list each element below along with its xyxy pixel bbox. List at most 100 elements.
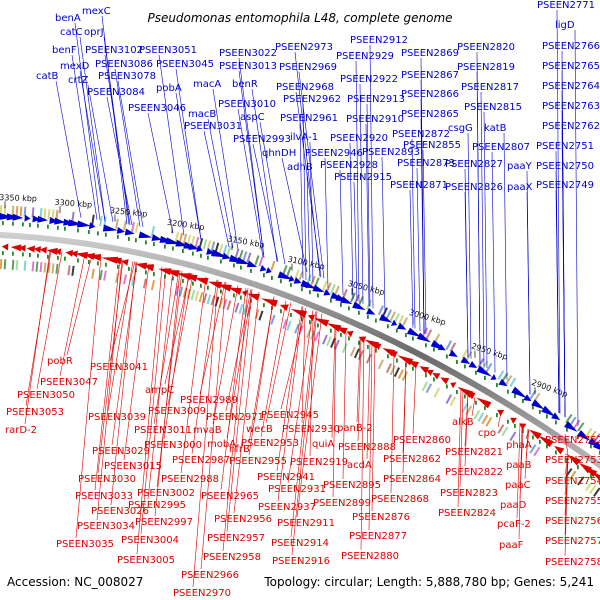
gene-label[interactable]: PSEEN2888 (338, 442, 396, 453)
gene-label[interactable]: PSEEN2895 (323, 480, 381, 491)
gene-label[interactable]: mobA (207, 439, 236, 450)
gene-label[interactable]: PSEEN2826 (445, 182, 503, 193)
gene-label[interactable]: catC (60, 27, 83, 38)
gene-label[interactable]: PSEEN2912 (350, 35, 408, 46)
gene-label[interactable]: PSEEN3026 (91, 506, 149, 517)
gene-label[interactable]: PSEEN2997 (135, 517, 193, 528)
gene-label[interactable]: PSEEN2941 (257, 472, 315, 483)
gene-label[interactable]: PSEEN3078 (98, 71, 156, 82)
gene-label[interactable]: PSEEN2822 (445, 467, 503, 478)
gene-label[interactable]: PSEEN2873 (397, 158, 455, 169)
gene-label[interactable]: PSEEN3035 (56, 539, 114, 550)
gene-label[interactable]: alkB (452, 417, 474, 428)
gene-label[interactable]: PSEEN3053 (6, 407, 64, 418)
gene-label[interactable]: pcaF-2 (497, 519, 531, 530)
gene-label[interactable]: PSEEN2766 (542, 41, 600, 52)
gene-label[interactable]: PSEEN2872 (392, 129, 450, 140)
gene-label[interactable]: benR (232, 79, 258, 90)
gene-label[interactable]: acdA (347, 460, 372, 471)
gene-label[interactable]: PSEEN3005 (117, 555, 175, 566)
gene-label[interactable]: PSEEN2966 (181, 570, 239, 581)
gene-label[interactable]: PSEEN2953 (241, 438, 299, 449)
gene-label[interactable]: PSEEN2756 (545, 516, 600, 527)
gene-label[interactable]: PSEEN2820 (457, 42, 515, 53)
gene-label[interactable]: PSEEN3051 (139, 45, 197, 56)
gene-label[interactable]: PSEEN2821 (445, 447, 503, 458)
gene-label[interactable]: mexC (82, 6, 111, 17)
gene-label[interactable]: PSEEN3050 (17, 390, 75, 401)
gene-label[interactable]: PSEEN2899 (313, 498, 371, 509)
gene-label[interactable]: PSEEN2969 (279, 62, 337, 73)
gene-label[interactable]: pobA (156, 83, 182, 94)
gene-label[interactable]: ampC (145, 385, 174, 396)
gene-label[interactable]: paaB (506, 460, 532, 471)
gene-label[interactable]: PSEEN2817 (461, 82, 519, 93)
gene-label[interactable]: ligD (555, 20, 575, 31)
gene-label[interactable]: adhB (287, 162, 313, 173)
gene-label[interactable]: PSEEN2970 (173, 588, 231, 599)
gene-label[interactable]: PSEEN2911 (277, 518, 335, 529)
gene-label[interactable]: PSEEN2877 (349, 531, 407, 542)
gene-label[interactable]: PSEEN3102 (85, 45, 143, 56)
gene-label[interactable]: PSEEN3039 (88, 412, 146, 423)
gene-label[interactable]: PSEEN2946 (305, 148, 363, 159)
gene-label[interactable]: PSEEN2929 (336, 51, 394, 62)
gene-label[interactable]: PSEEN2763 (542, 101, 600, 112)
gene-label[interactable]: mexD (60, 61, 90, 72)
gene-label[interactable]: quiA (312, 439, 334, 450)
gene-label[interactable]: PSEEN3034 (77, 521, 135, 532)
gene-label[interactable]: PSEEN2762 (542, 121, 600, 132)
gene-label[interactable]: PSEEN2880 (341, 551, 399, 562)
gene-label[interactable]: nfrB (229, 444, 250, 455)
gene-label[interactable]: PSEEN2995 (128, 500, 186, 511)
gene-label[interactable]: PSEEN2866 (401, 89, 459, 100)
gene-label[interactable]: PSEEN2915 (334, 172, 392, 183)
gene-label[interactable]: PSEEN3047 (40, 377, 98, 388)
gene-label[interactable]: PSEEN2860 (393, 435, 451, 446)
gene-label[interactable]: PSEEN2957 (207, 533, 265, 544)
gene-label[interactable]: PSEEN2868 (371, 494, 429, 505)
gene-label[interactable]: PSEEN2893 (362, 147, 420, 158)
gene-label[interactable]: paaD (500, 500, 527, 511)
gene-label[interactable]: PSEEN2771 (537, 0, 595, 11)
gene-label[interactable]: PSEEN2919 (290, 457, 348, 468)
gene-label[interactable]: wecB (246, 424, 273, 435)
gene-label[interactable]: PSEEN2862 (383, 454, 441, 465)
gene-label[interactable]: csgG (448, 123, 473, 134)
gene-label[interactable]: PSEEN3033 (75, 491, 133, 502)
gene-label[interactable]: PSEEN2807 (472, 142, 530, 153)
gene-label[interactable]: PSEEN2930 (282, 424, 340, 435)
gene-label[interactable]: PSEEN2968 (276, 82, 334, 93)
gene-label[interactable]: PSEEN2962 (283, 94, 341, 105)
gene-label[interactable]: PSEEN3004 (121, 535, 179, 546)
gene-label[interactable]: PSEEN2956 (214, 514, 272, 525)
gene-label[interactable]: PSEEN3084 (87, 87, 145, 98)
gene-label[interactable]: PSEEN3015 (104, 461, 162, 472)
gene-label[interactable]: paaF (499, 540, 524, 551)
gene-label[interactable]: PSEEN2865 (401, 109, 459, 120)
gene-label[interactable]: PSEEN3010 (218, 99, 276, 110)
gene-label[interactable]: PSEEN3031 (184, 121, 242, 132)
gene-label[interactable]: PSEEN2750 (536, 161, 594, 172)
gene-label[interactable]: PSEEN3086 (95, 59, 153, 70)
gene-label[interactable]: PSEEN2764 (542, 81, 600, 92)
gene-label[interactable]: PSEEN2973 (275, 42, 333, 53)
gene-label[interactable]: PSEEN3030 (78, 474, 136, 485)
gene-label[interactable]: PSEEN2993 (233, 134, 291, 145)
gene-label[interactable]: mvaB (193, 425, 222, 436)
gene-label[interactable]: PSEEN3009 (148, 406, 206, 417)
gene-label[interactable]: PSEEN3029 (92, 446, 150, 457)
gene-label[interactable]: macA (193, 79, 221, 90)
gene-label[interactable]: pobR (47, 356, 73, 367)
gene-label[interactable]: aspC (240, 112, 265, 123)
gene-label[interactable]: benF (52, 45, 77, 56)
gene-label[interactable]: paaC (505, 480, 531, 491)
gene-label[interactable]: PSEEN2920 (330, 133, 388, 144)
gene-label[interactable]: paaX (507, 182, 533, 193)
gene-label[interactable]: PSEEN3045 (156, 59, 214, 70)
gene-label[interactable]: PSEEN2754 (545, 476, 600, 487)
gene-label[interactable]: PSEEN2916 (272, 556, 330, 567)
gene-label[interactable]: panB-2 (337, 423, 373, 434)
gene-label[interactable]: PSEEN2753 (545, 455, 600, 466)
gene-label[interactable]: PSEEN3002 (137, 488, 195, 499)
